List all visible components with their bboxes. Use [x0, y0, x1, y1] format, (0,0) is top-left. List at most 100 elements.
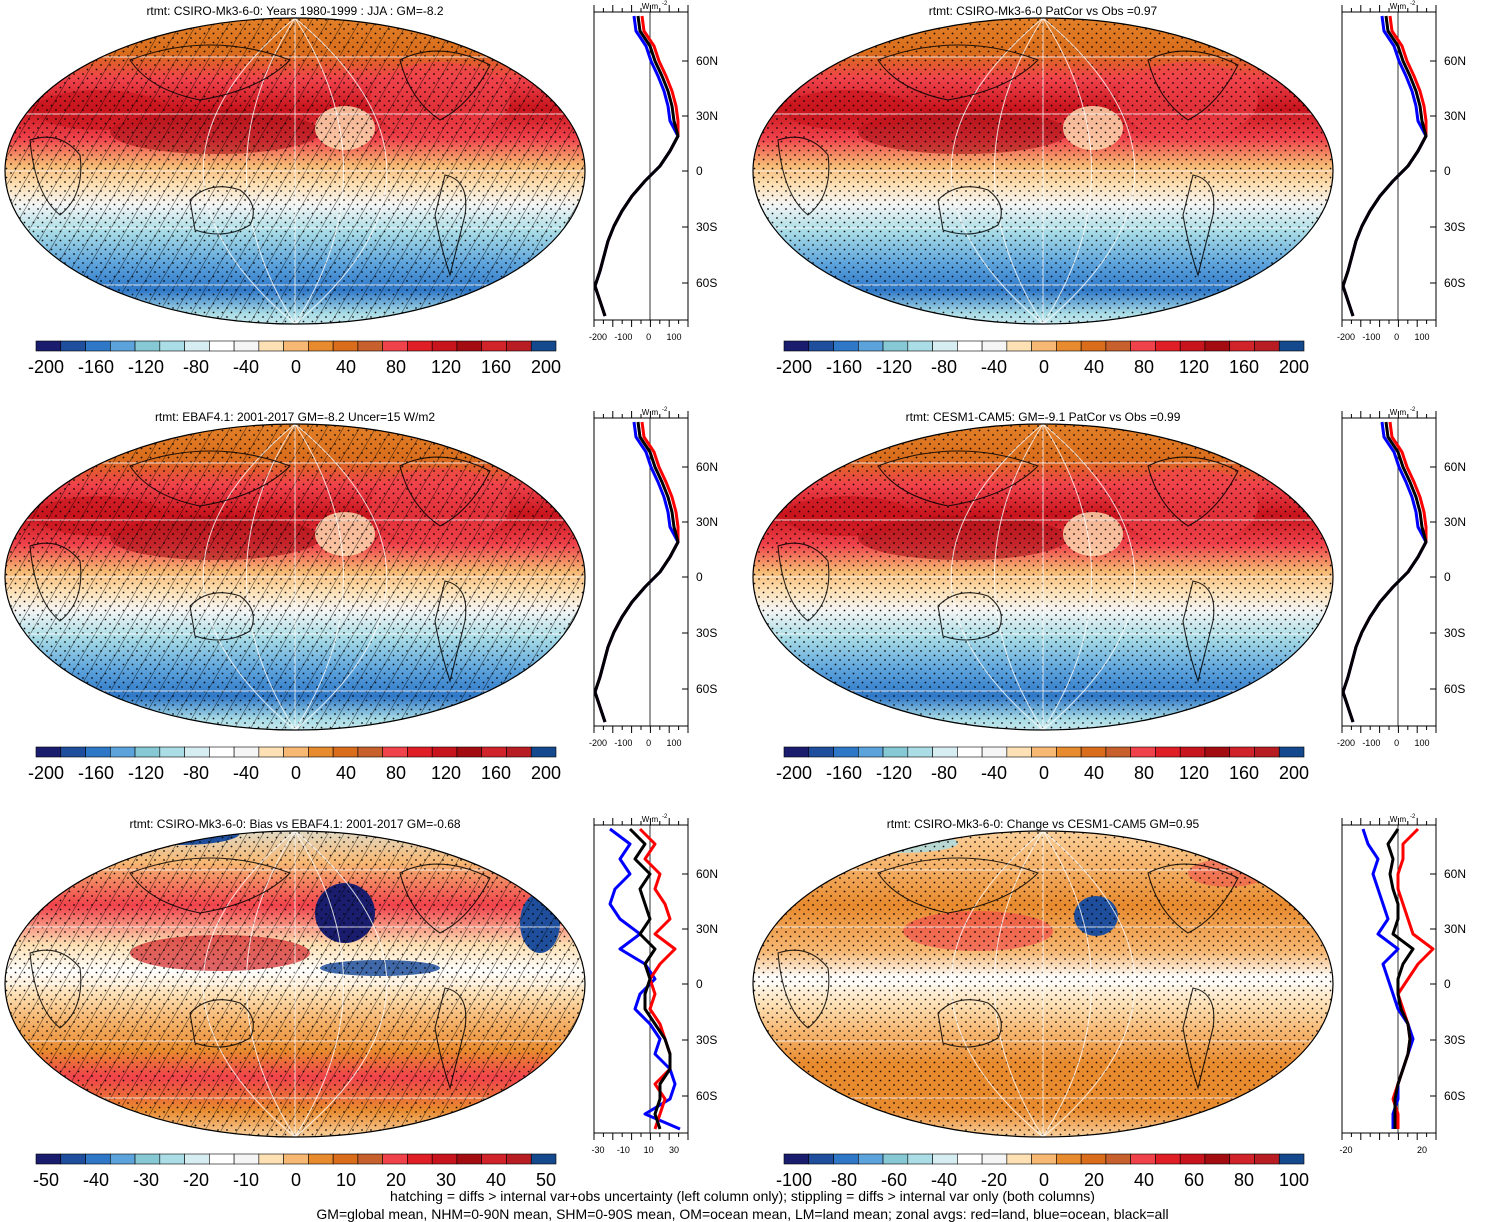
colorbar-swatch	[882, 340, 909, 352]
colorbar-swatch	[357, 746, 383, 758]
zonal-tick-label: -10	[617, 1145, 630, 1155]
zonal-tick-label: 100	[1414, 738, 1429, 748]
panel-graphics: -200 -160 -120 -80 -40 0 40 80 120 160 200 W m -2 60N…	[4, 407, 718, 783]
colorbar-swatch	[981, 746, 1008, 758]
colorbar-swatch	[783, 746, 810, 758]
zonal-curve	[1341, 15, 1428, 317]
units-label: W m	[642, 408, 659, 417]
colorbar-swatch	[258, 1153, 284, 1165]
colorbar-swatch	[907, 340, 933, 352]
colorbar-swatch	[1130, 340, 1156, 352]
units-exponent: -2	[1410, 814, 1416, 820]
colorbar-swatch	[1155, 1153, 1181, 1165]
map-field	[5, 831, 585, 1137]
zonal-tick-label: 100	[666, 738, 681, 748]
map-field	[753, 831, 1333, 1137]
colorbar-swatch	[1229, 340, 1255, 352]
colorbar-label: -30	[133, 1170, 159, 1190]
zonal-tick-label: 30	[669, 1145, 679, 1155]
colorbar-swatch	[1254, 746, 1280, 758]
colorbar-label: 100	[1279, 1170, 1309, 1190]
colorbar-swatch	[981, 1153, 1008, 1165]
latitude-label: 30S	[696, 626, 717, 640]
map-title: rtmt: CSIRO-Mk3-6-0 PatCor vs Obs =0.97	[928, 4, 1158, 18]
colorbar-swatch	[109, 1153, 136, 1165]
latitude-label: 60N	[1444, 54, 1466, 68]
latitude-label: 30S	[1444, 220, 1465, 234]
colorbar-swatch	[506, 1153, 532, 1165]
zonal-tick-label: -200	[589, 332, 607, 342]
colorbar-label: 0	[291, 763, 301, 783]
colorbar-swatch	[431, 1153, 458, 1165]
colorbar-label: -200	[776, 763, 812, 783]
map-title: rtmt: EBAF4.1: 2001-2017 GM=-8.2 Uncer=1…	[154, 410, 436, 424]
colorbar-swatch	[85, 746, 111, 758]
colorbar-label: 80	[386, 763, 406, 783]
map-field	[5, 424, 585, 730]
colorbar-swatch	[957, 1153, 983, 1165]
colorbar-swatch	[258, 746, 284, 758]
units-label: W m	[642, 815, 659, 824]
zonal-curve	[593, 421, 680, 723]
zonal-curve	[1386, 828, 1415, 1129]
colorbar-swatch	[1278, 1153, 1305, 1165]
colorbar-label: 80	[1134, 357, 1154, 377]
colorbar-swatch	[1229, 1153, 1255, 1165]
colorbar-swatch	[1130, 1153, 1156, 1165]
colorbar-label: 40	[486, 1170, 506, 1190]
colorbar-label: 10	[336, 1170, 356, 1190]
zonal-tick-label: 0	[1394, 332, 1399, 342]
zonal-curve	[593, 15, 680, 317]
latitude-label: 60N	[696, 867, 718, 881]
map-outline	[752, 17, 1334, 325]
colorbar-swatch	[481, 1153, 507, 1165]
colorbar-label: 120	[431, 357, 461, 377]
map-outline	[752, 423, 1334, 731]
zonal-curve	[593, 15, 680, 317]
colorbar-label: -80	[831, 1170, 857, 1190]
colorbar-swatch	[184, 340, 210, 352]
colorbar-label: 0	[1039, 357, 1049, 377]
units-label: W m	[1390, 815, 1407, 824]
latitude-label: 30N	[1444, 109, 1466, 123]
latitude-label: 60N	[1444, 460, 1466, 474]
map-field	[753, 18, 1333, 324]
colorbar-swatch	[357, 1153, 383, 1165]
zonal-curve	[1341, 15, 1428, 317]
panel-graphics: -200 -160 -120 -80 -40 0 40 80 120 160 200 W m -2 60N…	[4, 1, 718, 377]
zonal-tick-label: -30	[591, 1145, 604, 1155]
colorbar-swatch	[382, 1153, 408, 1165]
colorbar-swatch	[1254, 340, 1280, 352]
zonal-curve	[1341, 421, 1428, 723]
colorbar-swatch	[357, 340, 383, 352]
colorbar-label: -40	[981, 763, 1007, 783]
map-title: rtmt: CSIRO-Mk3-6-0: Years 1980-1999 : J…	[146, 4, 444, 18]
units-exponent: -2	[1410, 1, 1416, 7]
units-exponent: -2	[662, 407, 668, 413]
colorbar-swatch	[506, 340, 532, 352]
colorbar-label: -120	[128, 763, 164, 783]
colorbar-swatch	[431, 746, 458, 758]
colorbar-swatch	[932, 340, 958, 352]
colorbar-swatch	[308, 340, 334, 352]
colorbar-label: 160	[481, 357, 511, 377]
zonal-tick-label: -200	[1337, 738, 1355, 748]
colorbar-swatch	[109, 746, 136, 758]
colorbar-swatch	[907, 1153, 933, 1165]
colorbar-swatch	[35, 1153, 62, 1165]
colorbar-label: -60	[881, 1170, 907, 1190]
colorbar-swatch	[1080, 340, 1107, 352]
zonal-tick-label: 20	[1417, 1145, 1427, 1155]
latitude-label: 0	[1444, 977, 1451, 991]
colorbar-swatch	[159, 1153, 185, 1165]
footer-legend-note: GM=global mean, NHM=0-90N mean, SHM=0-90…	[316, 1206, 1169, 1222]
colorbar-label: 200	[1279, 357, 1309, 377]
colorbar-swatch	[332, 1153, 359, 1165]
colorbar-label: -40	[83, 1170, 109, 1190]
colorbar-swatch	[209, 340, 235, 352]
latitude-label: 60S	[696, 1089, 717, 1103]
colorbar-swatch	[35, 340, 62, 352]
colorbar-swatch	[134, 746, 161, 758]
colorbar-label: -120	[876, 357, 912, 377]
colorbar-swatch	[833, 340, 859, 352]
